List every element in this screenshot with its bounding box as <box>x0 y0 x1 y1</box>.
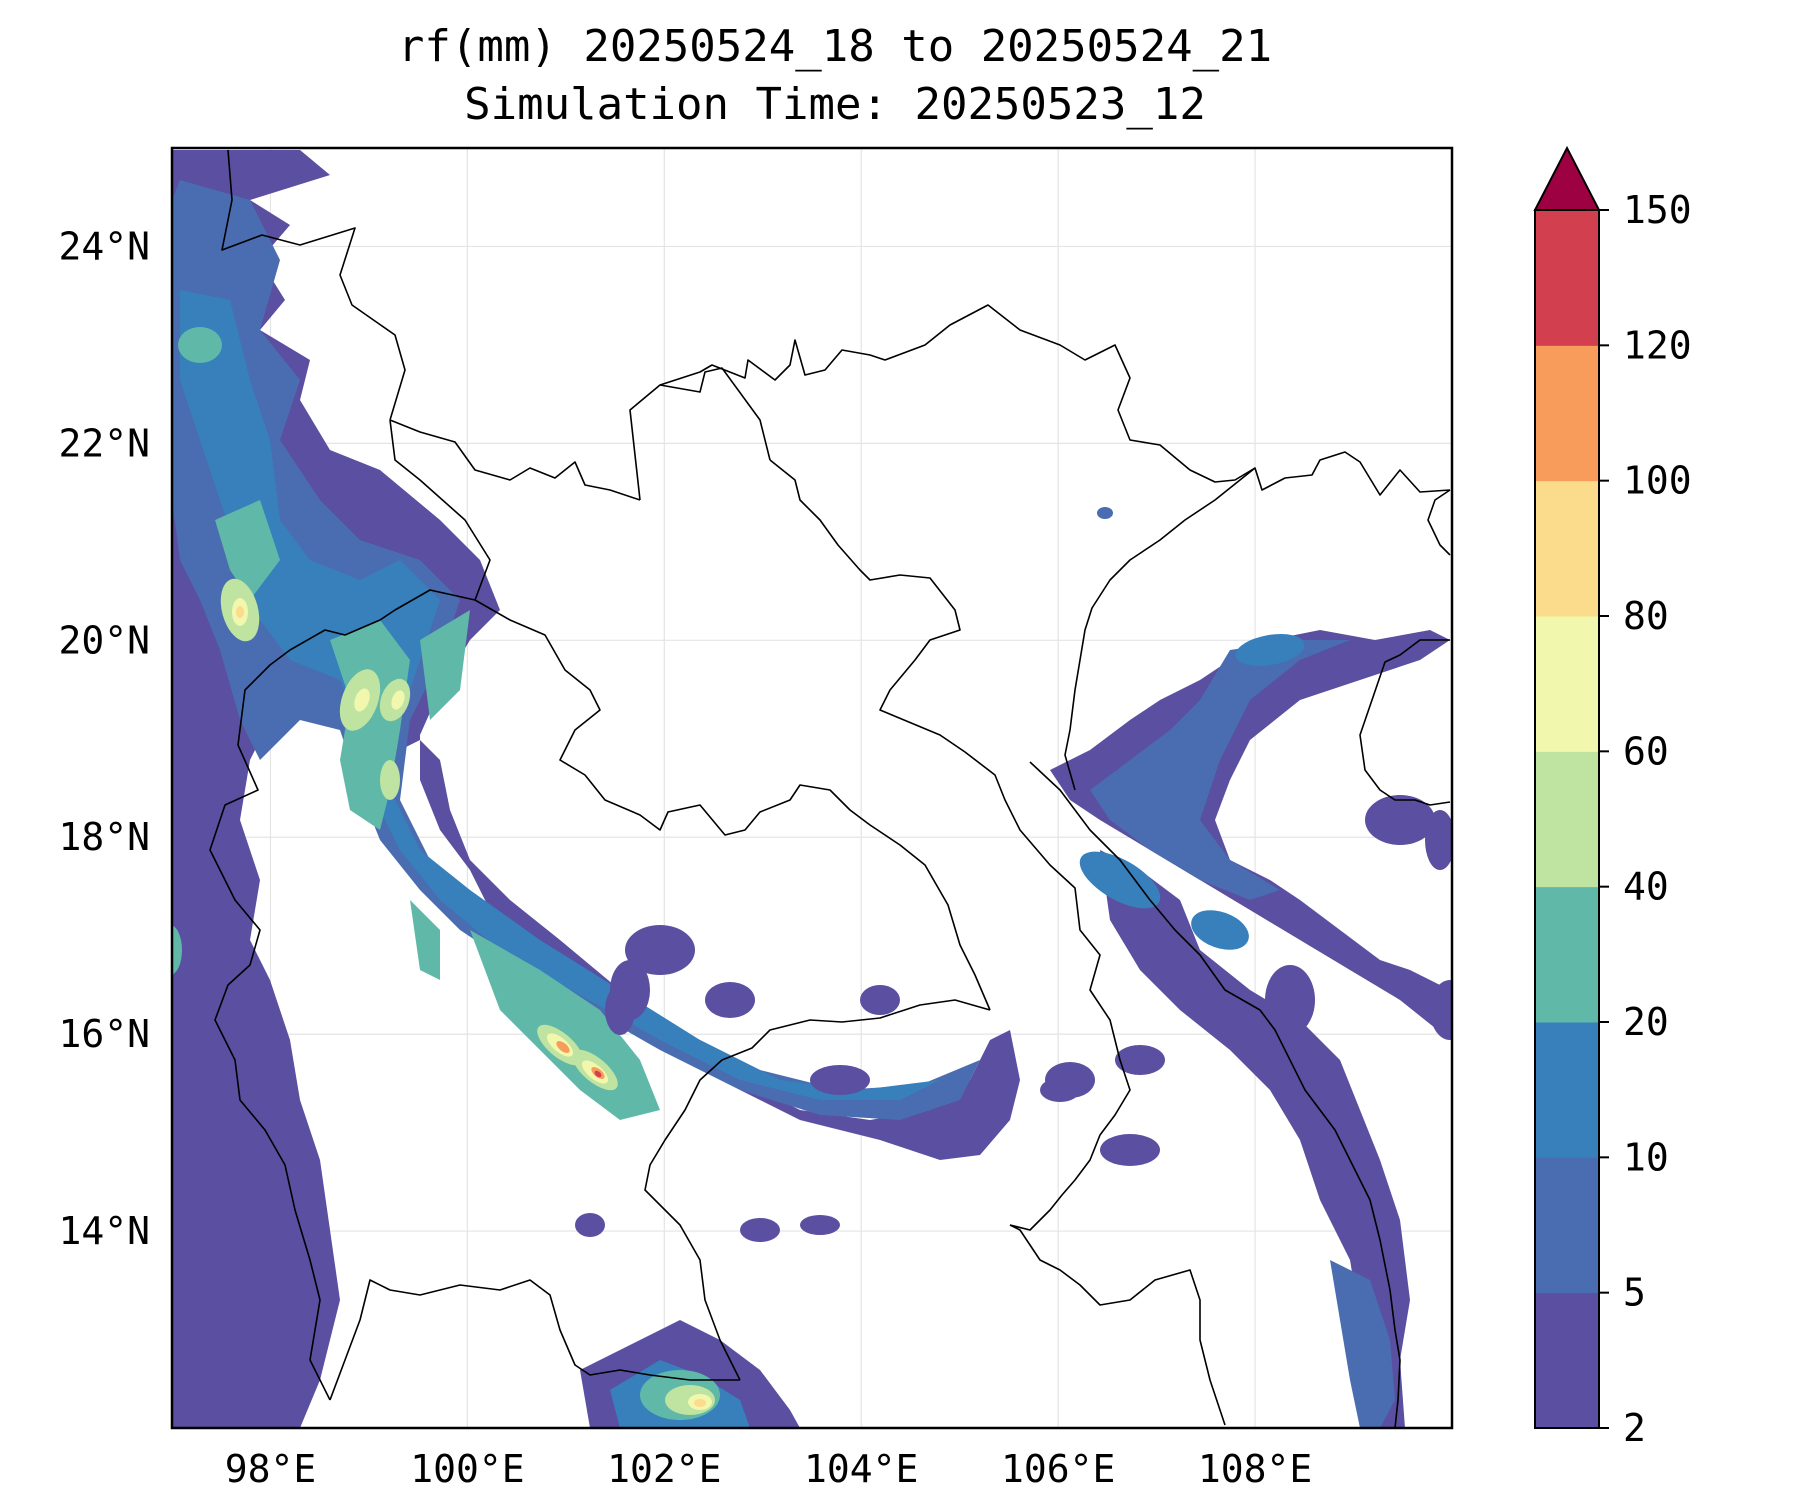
coast-vietnam-north <box>1064 467 1256 791</box>
rain-contour-80mm <box>236 606 244 618</box>
chart-subtitle: Simulation Time: 20250523_12 <box>464 79 1206 130</box>
colorbar-band <box>1535 1022 1599 1158</box>
border-thailand-laos-mekong <box>474 599 991 1011</box>
colorbar: 2 5 10 20 40 60 80 100 120 150 <box>1533 145 1692 1450</box>
rainfall-contours <box>172 150 1452 1428</box>
rain-cell <box>1100 1134 1160 1166</box>
rain-cell <box>1191 910 1249 950</box>
rain-cell <box>575 1213 605 1237</box>
lon-tick-label: 100°E <box>410 1447 524 1491</box>
colorbar-extend-arrow <box>1533 145 1601 211</box>
colorbar-label: 120 <box>1623 323 1692 367</box>
country-borders <box>209 149 1451 1428</box>
latitude-tick-labels: 24°N 22°N 20°N 18°N 16°N 14°N <box>58 224 150 1253</box>
colorbar-band <box>1535 345 1599 482</box>
lat-tick-label: 18°N <box>58 815 150 859</box>
colorbar-band <box>1535 616 1599 752</box>
colorbar-band <box>1535 751 1599 888</box>
border-myanmar-laos-china <box>389 419 641 501</box>
rain-contour-20mm <box>215 500 280 600</box>
rain-contour-2mm-east <box>1050 630 1450 1040</box>
rain-contour-2mm-coast <box>1100 850 1410 1428</box>
border-myanmar-china <box>221 149 406 421</box>
rain-cell <box>178 327 222 363</box>
rain-contour-120mm <box>594 1070 602 1078</box>
rain-cell <box>172 925 182 975</box>
chart-title: rf(mm) 20250524_18 to 20250524_21 <box>397 21 1273 72</box>
border-myanmar-thailand <box>209 419 491 1401</box>
rain-contour <box>410 900 440 980</box>
rain-cell <box>705 982 755 1018</box>
rain-cell <box>1115 1045 1165 1075</box>
colorbar-band <box>1535 1157 1599 1294</box>
lon-tick-label: 102°E <box>607 1447 721 1491</box>
rain-cell <box>1040 1078 1080 1102</box>
colorbar-band <box>1535 886 1599 1023</box>
coast-thai-gulf <box>329 1279 740 1401</box>
rain-cell <box>1265 965 1315 1035</box>
rain-cell <box>1097 507 1113 519</box>
lon-tick-label: 106°E <box>1001 1447 1115 1491</box>
rain-cell <box>1079 851 1161 909</box>
rain-contour-10mm-east <box>1235 634 1305 666</box>
colorbar-band <box>1535 1292 1599 1429</box>
lon-tick-label: 98°E <box>225 1447 317 1491</box>
colorbar-label: 2 <box>1623 1406 1646 1450</box>
lat-tick-label: 16°N <box>58 1012 150 1056</box>
colorbar-label: 150 <box>1623 188 1692 232</box>
rain-contour-5mm-east <box>1090 640 1350 900</box>
rain-cell <box>354 688 370 712</box>
rain-cell <box>625 925 695 975</box>
coast-gulf-tonkin <box>1359 639 1451 806</box>
lat-tick-label: 24°N <box>58 224 150 268</box>
colorbar-label: 5 <box>1623 1271 1646 1315</box>
rain-cell <box>1087 746 1123 774</box>
border-laos-china <box>629 367 771 501</box>
lon-tick-label: 104°E <box>804 1447 918 1491</box>
colorbar-label: 80 <box>1623 594 1669 638</box>
colorbar-label: 40 <box>1623 865 1669 909</box>
map-frame <box>170 146 1454 1430</box>
border-thailand-cambodia <box>644 999 991 1381</box>
colorbar-label: 20 <box>1623 1000 1669 1044</box>
lat-tick-label: 14°N <box>58 1209 150 1253</box>
rain-contour <box>1330 1260 1395 1428</box>
colorbar-label: 60 <box>1623 729 1669 773</box>
lat-tick-label: 20°N <box>58 618 150 662</box>
border-laos-vietnam <box>769 459 1131 1231</box>
colorbar-label: 100 <box>1623 459 1692 503</box>
lon-tick-label: 108°E <box>1198 1447 1312 1491</box>
rain-cell <box>860 985 900 1015</box>
rain-cell <box>1365 795 1435 845</box>
colorbar-band <box>1535 210 1599 346</box>
rain-cell <box>605 985 635 1035</box>
colorbar-label: 10 <box>1623 1135 1669 1179</box>
rain-cell <box>391 690 405 710</box>
border-cambodia-laos-vietnam <box>1009 1224 1226 1426</box>
rain-contour-100mm <box>556 1041 570 1053</box>
rain-cell <box>810 1065 870 1095</box>
rain-cell <box>800 1215 840 1235</box>
coast-vietnam-central <box>1029 761 1401 1428</box>
rain-cell <box>694 1399 706 1407</box>
border-vietnam-china <box>659 304 1451 496</box>
colorbar-band <box>1535 480 1599 617</box>
longitude-tick-labels: 98°E 100°E 102°E 104°E 106°E 108°E <box>225 1447 1313 1491</box>
rain-cell <box>1430 980 1452 1040</box>
rain-cell <box>1425 810 1452 870</box>
rain-contour <box>420 610 470 720</box>
coast-vietnam <box>1427 489 1451 556</box>
lat-tick-label: 22°N <box>58 421 150 465</box>
rain-cell <box>740 1218 780 1242</box>
rain-cell <box>1118 730 1142 750</box>
colorbar-frame <box>1534 209 1600 1429</box>
rain-cell <box>380 760 400 800</box>
